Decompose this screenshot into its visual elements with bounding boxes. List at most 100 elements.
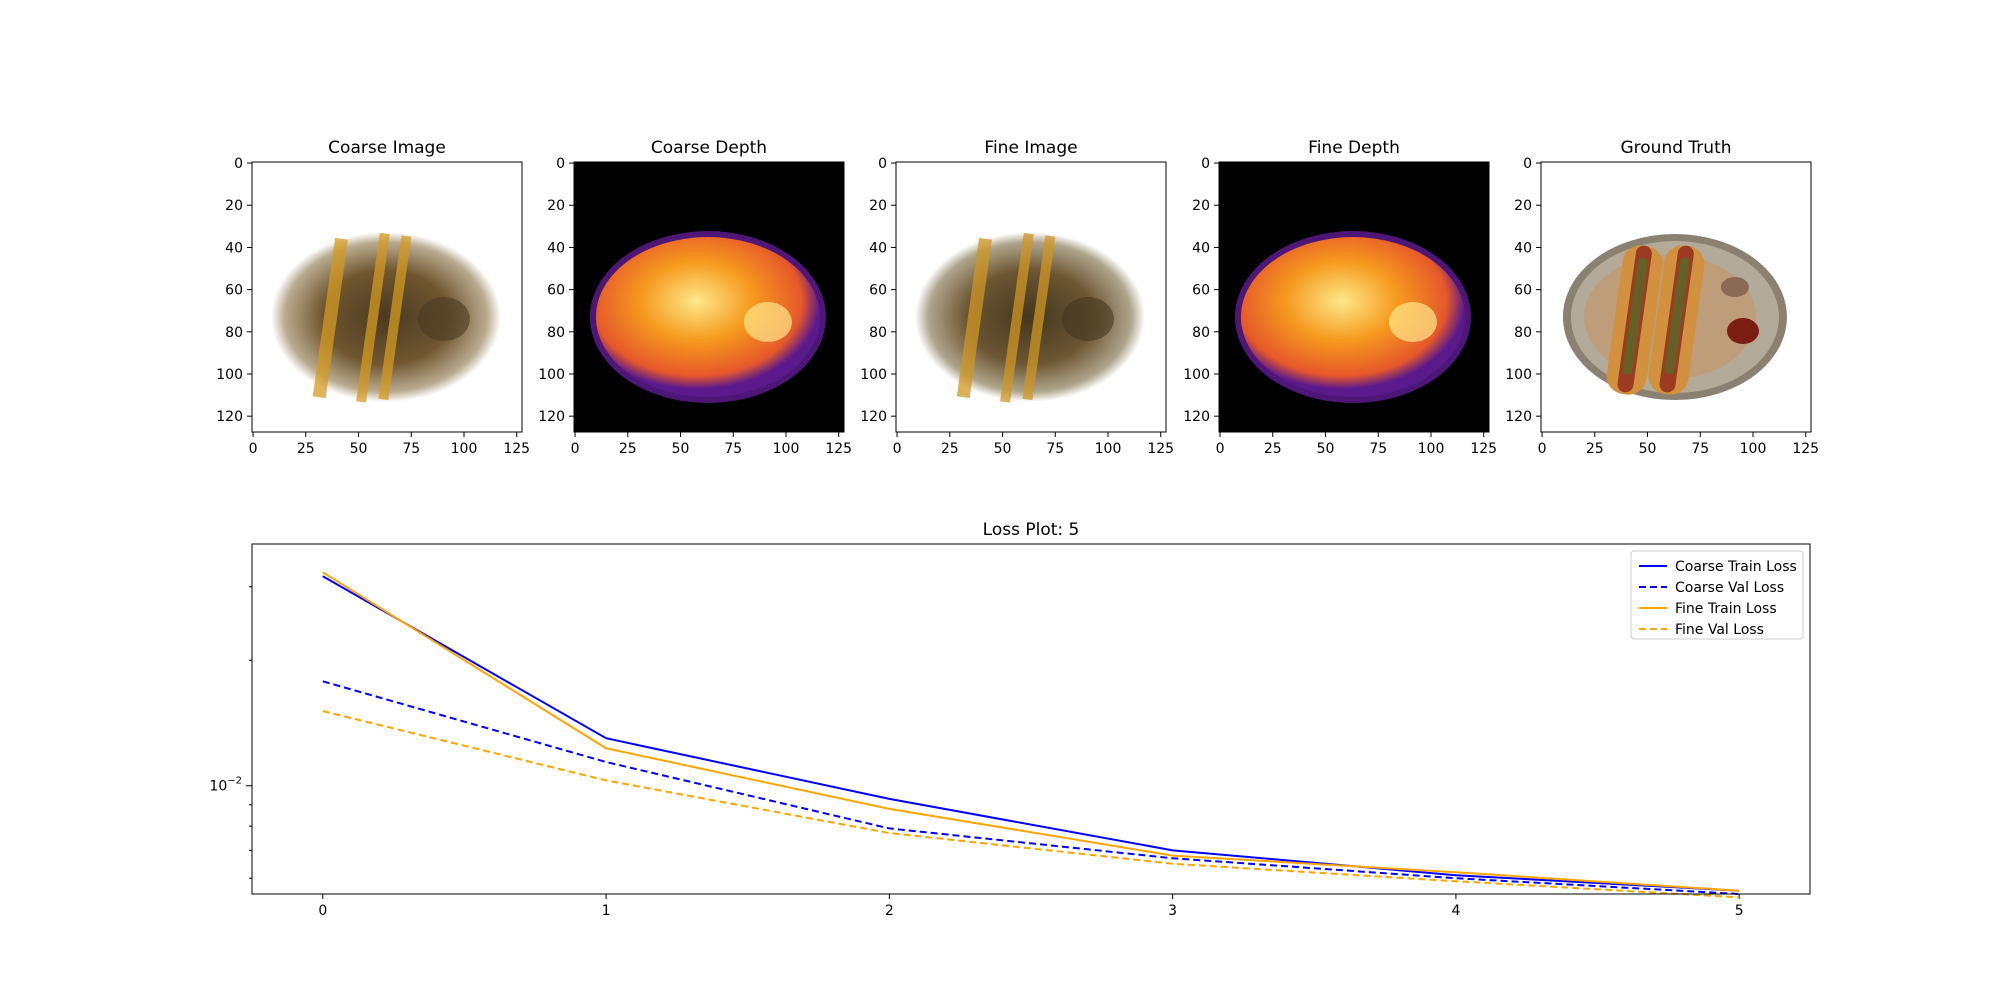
x-tick-label: 100 (1095, 441, 1122, 457)
x-tick-label: 100 (1740, 441, 1767, 457)
legend-item: Fine Val Loss (1639, 622, 1764, 638)
y-tick-label: 120 (1183, 409, 1210, 425)
depth-highlight (1388, 302, 1437, 343)
ketchup-dollop (1726, 318, 1759, 345)
panel-title: Ground Truth (1620, 138, 1731, 158)
sauce-dollop (1720, 277, 1749, 298)
series-3 (322, 571, 1740, 892)
series-line (322, 680, 1740, 895)
y-tick-label: 100 (538, 367, 565, 383)
hotdog-relish (1664, 257, 1690, 375)
loss-plot: Loss Plot: 5 0 1 2 3 4 5 10−2 Coarse Train Los… (209, 520, 1811, 919)
panel-2: Coarse Depth 0 25 50 75 100 125 0 20 40 60 80 100 120 (538, 138, 852, 457)
loss-y-tick-label: 10−2 (209, 776, 242, 795)
x-tick-label: 75 (1046, 441, 1064, 457)
y-tick-label: 120 (1505, 409, 1532, 425)
legend-item: Coarse Val Loss (1639, 580, 1784, 596)
loss-x-tick-label: 3 (1168, 903, 1177, 919)
y-tick-label: 20 (1514, 198, 1532, 214)
x-tick-label: 75 (1369, 441, 1387, 457)
y-tick-label: 20 (869, 198, 887, 214)
x-tick-label: 0 (1538, 441, 1547, 457)
x-tick-label: 50 (1639, 441, 1657, 457)
x-tick-label: 125 (1792, 441, 1819, 457)
y-tick-label: 0 (1523, 156, 1532, 172)
y-tick-label: 100 (860, 367, 887, 383)
x-tick-label: 75 (1691, 441, 1709, 457)
hotdog-streak (956, 237, 992, 399)
x-tick-label: 25 (1264, 441, 1282, 457)
x-tick-label: 25 (941, 441, 959, 457)
legend-label: Fine Val Loss (1675, 622, 1764, 638)
depth-blob (1240, 237, 1465, 398)
panel-4: Fine Depth 0 25 50 75 100 125 0 20 40 60 80 100 120 (1183, 138, 1497, 457)
series-line (322, 710, 1740, 899)
x-tick-label: 0 (571, 441, 580, 457)
panel-frame (1540, 161, 1812, 433)
y-tick-label: 120 (860, 409, 887, 425)
y-tick-label: 80 (1192, 325, 1210, 341)
y-tick-label: 40 (1192, 240, 1210, 256)
x-tick-label: 75 (402, 441, 420, 457)
y-tick-label: 60 (1514, 283, 1532, 299)
y-tick-label: 20 (547, 198, 565, 214)
y-tick-label: 80 (869, 325, 887, 341)
x-tick-label: 100 (451, 441, 478, 457)
legend-item: Fine Train Loss (1639, 601, 1777, 617)
y-tick-label: 80 (547, 325, 565, 341)
hotdog-relish (1622, 257, 1648, 375)
x-tick-label: 0 (1216, 441, 1225, 457)
y-tick-label: 40 (1514, 240, 1532, 256)
y-tick-label: 60 (547, 283, 565, 299)
y-tick-label: 100 (1505, 367, 1532, 383)
series-line (322, 575, 1740, 892)
series-4 (322, 710, 1740, 899)
hotdog-streak (1000, 232, 1034, 403)
legend-label: Fine Train Loss (1675, 601, 1777, 617)
panel-image (574, 162, 844, 432)
panel-1: Coarse Image 0 25 50 75 100 125 0 20 40 60 80 100 120 (216, 138, 530, 457)
x-tick-label: 125 (1470, 441, 1497, 457)
y-tick-label: 120 (538, 409, 565, 425)
panel-image (1541, 162, 1811, 432)
panel-image (252, 162, 522, 432)
x-tick-label: 100 (773, 441, 800, 457)
y-tick-label: 0 (234, 156, 243, 172)
x-tick-label: 50 (1317, 441, 1335, 457)
y-tick-label: 40 (869, 240, 887, 256)
loss-x-tick-label: 4 (1451, 903, 1460, 919)
x-tick-label: 125 (503, 441, 530, 457)
legend-label: Coarse Train Loss (1675, 559, 1797, 575)
x-tick-label: 100 (1418, 441, 1445, 457)
y-tick-label: 0 (878, 156, 887, 172)
loss-x-tick-label: 2 (885, 903, 894, 919)
panel-frame (573, 161, 845, 433)
loss-axis-ticks: 0 1 2 3 4 5 10−2 (209, 586, 1744, 919)
y-tick-label: 80 (1514, 325, 1532, 341)
loss-y-tick-exp: −2 (227, 776, 242, 787)
x-tick-label: 25 (297, 441, 315, 457)
y-tick-label: 100 (216, 367, 243, 383)
loss-x-tick-label: 0 (318, 903, 327, 919)
y-tick-label: 0 (1201, 156, 1210, 172)
x-tick-label: 0 (249, 441, 258, 457)
loss-legend: Coarse Train Loss Coarse Val Loss Fine Tra… (1630, 550, 1804, 640)
hotdog-streak (312, 237, 348, 399)
y-tick-label: 40 (547, 240, 565, 256)
legend-item: Coarse Train Loss (1639, 559, 1797, 575)
panel-image (896, 162, 1166, 432)
depth-highlight (743, 302, 792, 343)
panel-image (1219, 162, 1489, 432)
panel-5: Ground Truth 0 25 50 75 100 125 0 20 40 60 80 100 120 (1505, 138, 1819, 457)
x-tick-label: 50 (672, 441, 690, 457)
loss-x-tick-label: 5 (1735, 903, 1744, 919)
y-tick-label: 60 (1192, 283, 1210, 299)
panel-frame (1218, 161, 1490, 433)
x-tick-label: 25 (619, 441, 637, 457)
loss-plot-title: Loss Plot: 5 (983, 520, 1080, 540)
y-tick-label: 60 (869, 283, 887, 299)
y-tick-label: 100 (1183, 367, 1210, 383)
depth-blob (595, 237, 820, 398)
panel-3: Fine Image 0 25 50 75 100 125 0 20 40 60 80 100 120 (860, 138, 1174, 457)
